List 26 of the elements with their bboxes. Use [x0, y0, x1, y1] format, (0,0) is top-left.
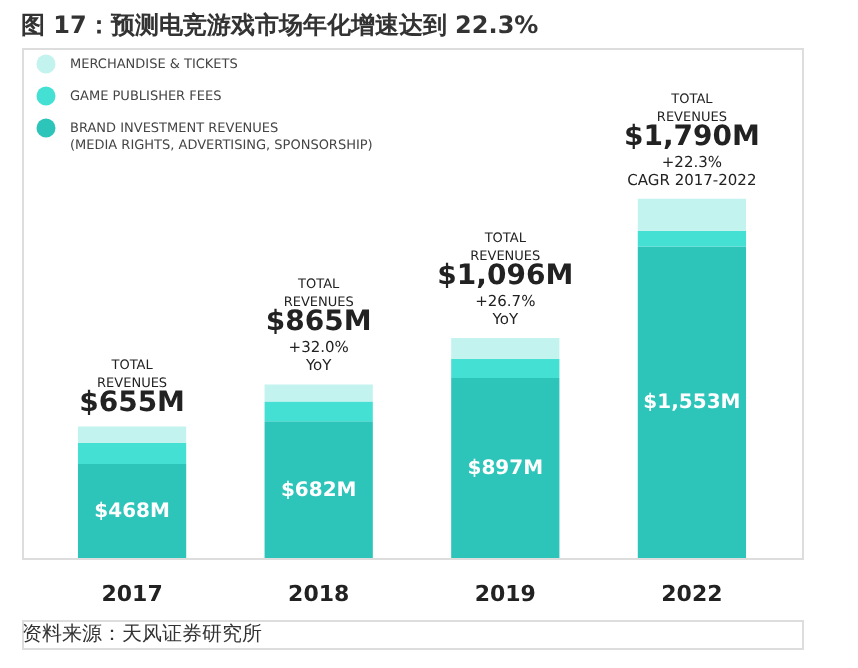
x-tick-label: 2017	[101, 581, 163, 607]
bar	[77, 442, 187, 465]
x-tick-label: 2019	[474, 581, 536, 607]
bar	[451, 378, 560, 558]
bar	[637, 246, 747, 558]
bar	[451, 338, 560, 359]
data-label: $897M	[467, 458, 544, 481]
bar	[264, 421, 373, 558]
total-label: $655M	[79, 386, 185, 419]
bar	[77, 426, 187, 443]
total-label: $865M	[265, 306, 372, 339]
data-label: $1,553M	[643, 392, 741, 415]
data-label: $682M	[280, 479, 357, 502]
bar	[451, 358, 560, 379]
bar	[264, 384, 373, 402]
bar	[264, 401, 373, 422]
data-label: $468M	[94, 501, 170, 524]
x-tick-label: 2022	[661, 581, 723, 607]
bar	[77, 464, 187, 558]
bar	[637, 198, 747, 231]
chart-title: 图 17：预测电竞游戏市场年化增速达到 22.3%	[21, 11, 539, 39]
total-label: $1,790M	[623, 120, 760, 153]
bar	[637, 230, 747, 247]
total-label: $1,096M	[437, 260, 574, 293]
text: 资料来源：天风证券研究所	[22, 622, 262, 646]
x-tick-label: 2018	[288, 581, 350, 607]
